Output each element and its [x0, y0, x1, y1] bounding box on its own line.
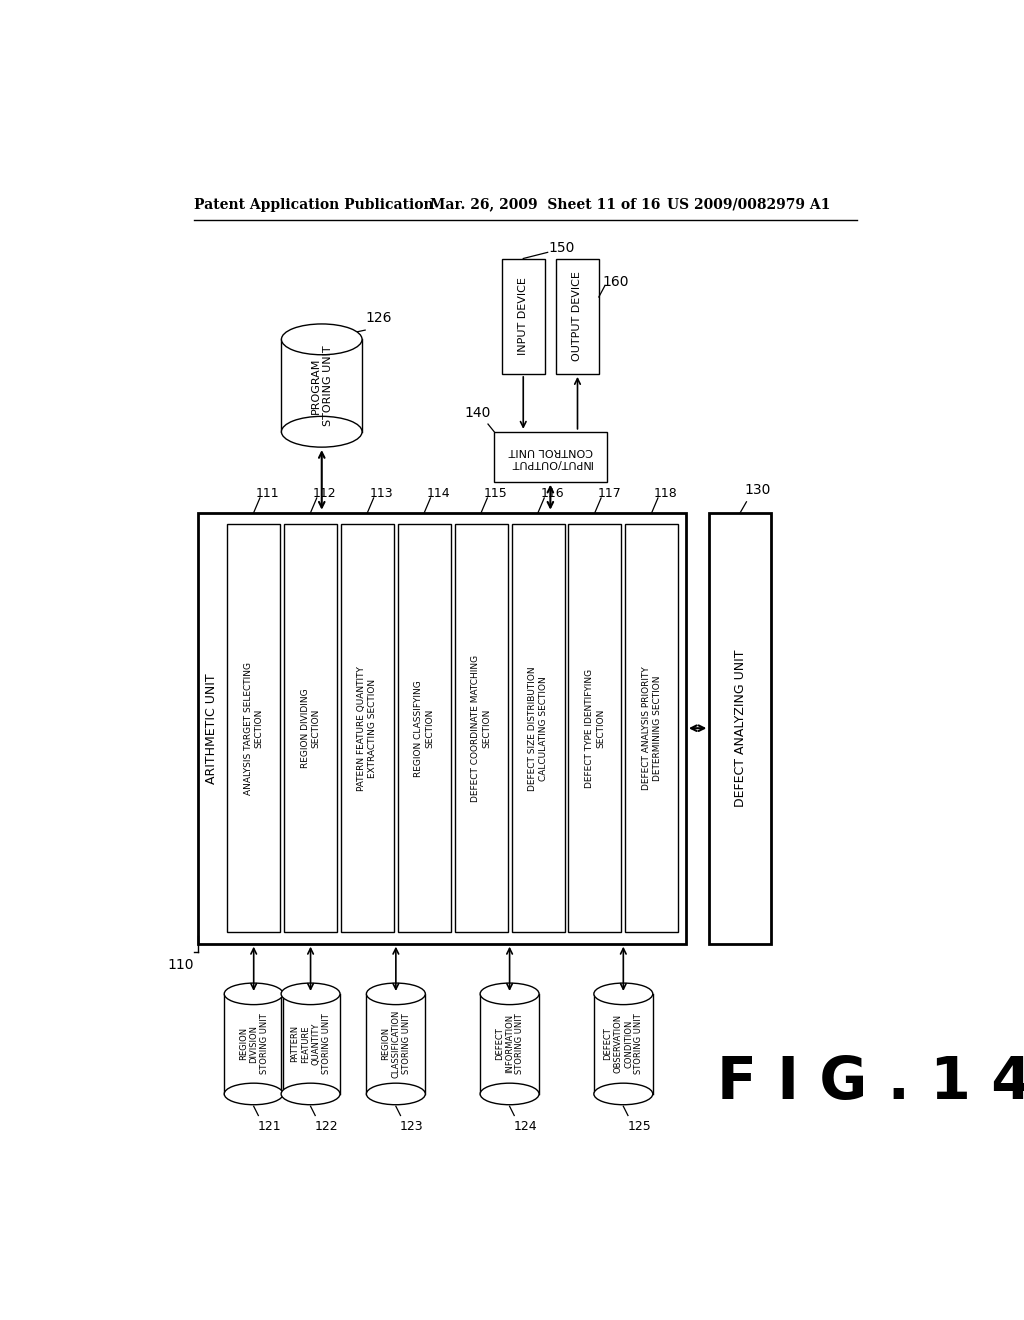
Ellipse shape — [282, 323, 362, 355]
Text: F I G . 1 4: F I G . 1 4 — [717, 1053, 1024, 1111]
Text: 124: 124 — [513, 1121, 538, 1133]
Text: 140: 140 — [464, 407, 490, 420]
Text: INPUT/OUTPUT
CONTROL UNIT: INPUT/OUTPUT CONTROL UNIT — [508, 446, 593, 467]
Text: INPUT DEVICE: INPUT DEVICE — [518, 277, 528, 355]
Text: PROGRAM
STORING UNIT: PROGRAM STORING UNIT — [311, 346, 333, 426]
Bar — [455, 524, 508, 932]
Bar — [282, 994, 340, 1094]
Text: DEFECT TYPE IDENTIFYING
SECTION: DEFECT TYPE IDENTIFYING SECTION — [585, 669, 605, 788]
Ellipse shape — [480, 1084, 539, 1105]
Bar — [495, 432, 606, 482]
Bar — [227, 524, 281, 932]
Ellipse shape — [594, 983, 652, 1005]
Text: 121: 121 — [258, 1121, 282, 1133]
Text: 125: 125 — [627, 1121, 651, 1133]
Text: DEFECT
INFORMATION
STORING UNIT: DEFECT INFORMATION STORING UNIT — [495, 1014, 524, 1074]
Text: PATTERN
FEATURE
QUANTITY
STORING UNIT: PATTERN FEATURE QUANTITY STORING UNIT — [291, 1014, 331, 1074]
Bar — [568, 524, 622, 932]
Text: DEFECT SIZE DISTRIBUTION
CALCULATING SECTION: DEFECT SIZE DISTRIBUTION CALCULATING SEC… — [528, 665, 548, 791]
Text: 113: 113 — [370, 487, 393, 500]
Text: Patent Application Publication: Patent Application Publication — [194, 198, 433, 211]
Text: OUTPUT DEVICE: OUTPUT DEVICE — [572, 272, 583, 362]
Bar — [710, 512, 771, 944]
Bar — [397, 524, 451, 932]
Text: 122: 122 — [314, 1121, 338, 1133]
Text: DEFECT
OBSERVATION
CONDITION
STORING UNIT: DEFECT OBSERVATION CONDITION STORING UNI… — [603, 1014, 643, 1074]
Text: ANALYSIS TARGET SELECTING
SECTION: ANALYSIS TARGET SELECTING SECTION — [244, 661, 264, 795]
Ellipse shape — [282, 416, 362, 447]
Text: 126: 126 — [366, 312, 392, 326]
Ellipse shape — [480, 983, 539, 1005]
Bar — [224, 994, 284, 1094]
Text: 150: 150 — [549, 240, 574, 255]
Text: 118: 118 — [654, 487, 678, 500]
Ellipse shape — [282, 1084, 340, 1105]
Ellipse shape — [594, 1084, 652, 1105]
Ellipse shape — [282, 983, 340, 1005]
Text: 114: 114 — [427, 487, 451, 500]
Text: DEFECT ANALYSIS PRIORITY
DETERMINING SECTION: DEFECT ANALYSIS PRIORITY DETERMINING SEC… — [642, 667, 662, 791]
Bar — [626, 524, 678, 932]
Bar — [367, 994, 425, 1094]
Bar — [198, 512, 686, 944]
Bar — [341, 524, 394, 932]
Bar — [512, 524, 564, 932]
Bar — [594, 994, 652, 1094]
Bar — [282, 339, 362, 432]
Bar — [556, 259, 599, 374]
Text: 112: 112 — [313, 487, 337, 500]
Text: DEFECT ANALYZING UNIT: DEFECT ANALYZING UNIT — [734, 649, 746, 807]
Text: REGION DIVIDING
SECTION: REGION DIVIDING SECTION — [300, 689, 321, 768]
Text: 115: 115 — [483, 487, 507, 500]
Ellipse shape — [224, 983, 284, 1005]
Text: DEFECT COORDINATE MATCHING
SECTION: DEFECT COORDINATE MATCHING SECTION — [471, 655, 492, 801]
Text: 123: 123 — [399, 1121, 423, 1133]
Text: 116: 116 — [541, 487, 564, 500]
Text: ARITHMETIC UNIT: ARITHMETIC UNIT — [205, 673, 218, 784]
Bar — [480, 994, 539, 1094]
Ellipse shape — [367, 1084, 425, 1105]
Bar — [502, 259, 545, 374]
Text: 117: 117 — [597, 487, 621, 500]
Text: REGION CLASSIFYING
SECTION: REGION CLASSIFYING SECTION — [415, 680, 434, 776]
Text: Mar. 26, 2009  Sheet 11 of 16: Mar. 26, 2009 Sheet 11 of 16 — [430, 198, 660, 211]
Text: REGION
CLASSIFICATION
STORING UNIT: REGION CLASSIFICATION STORING UNIT — [381, 1010, 411, 1078]
Text: REGION
DIVISION
STORING UNIT: REGION DIVISION STORING UNIT — [239, 1014, 268, 1074]
Ellipse shape — [224, 1084, 284, 1105]
Text: US 2009/0082979 A1: US 2009/0082979 A1 — [667, 198, 830, 211]
Text: PATERN FEATURE QUANTITY
EXTRACTING SECTION: PATERN FEATURE QUANTITY EXTRACTING SECTI… — [357, 665, 378, 791]
Text: 160: 160 — [603, 276, 629, 289]
Text: 110: 110 — [167, 958, 194, 972]
Bar — [284, 524, 337, 932]
Text: 130: 130 — [744, 483, 770, 498]
Ellipse shape — [367, 983, 425, 1005]
Text: 111: 111 — [256, 487, 280, 500]
